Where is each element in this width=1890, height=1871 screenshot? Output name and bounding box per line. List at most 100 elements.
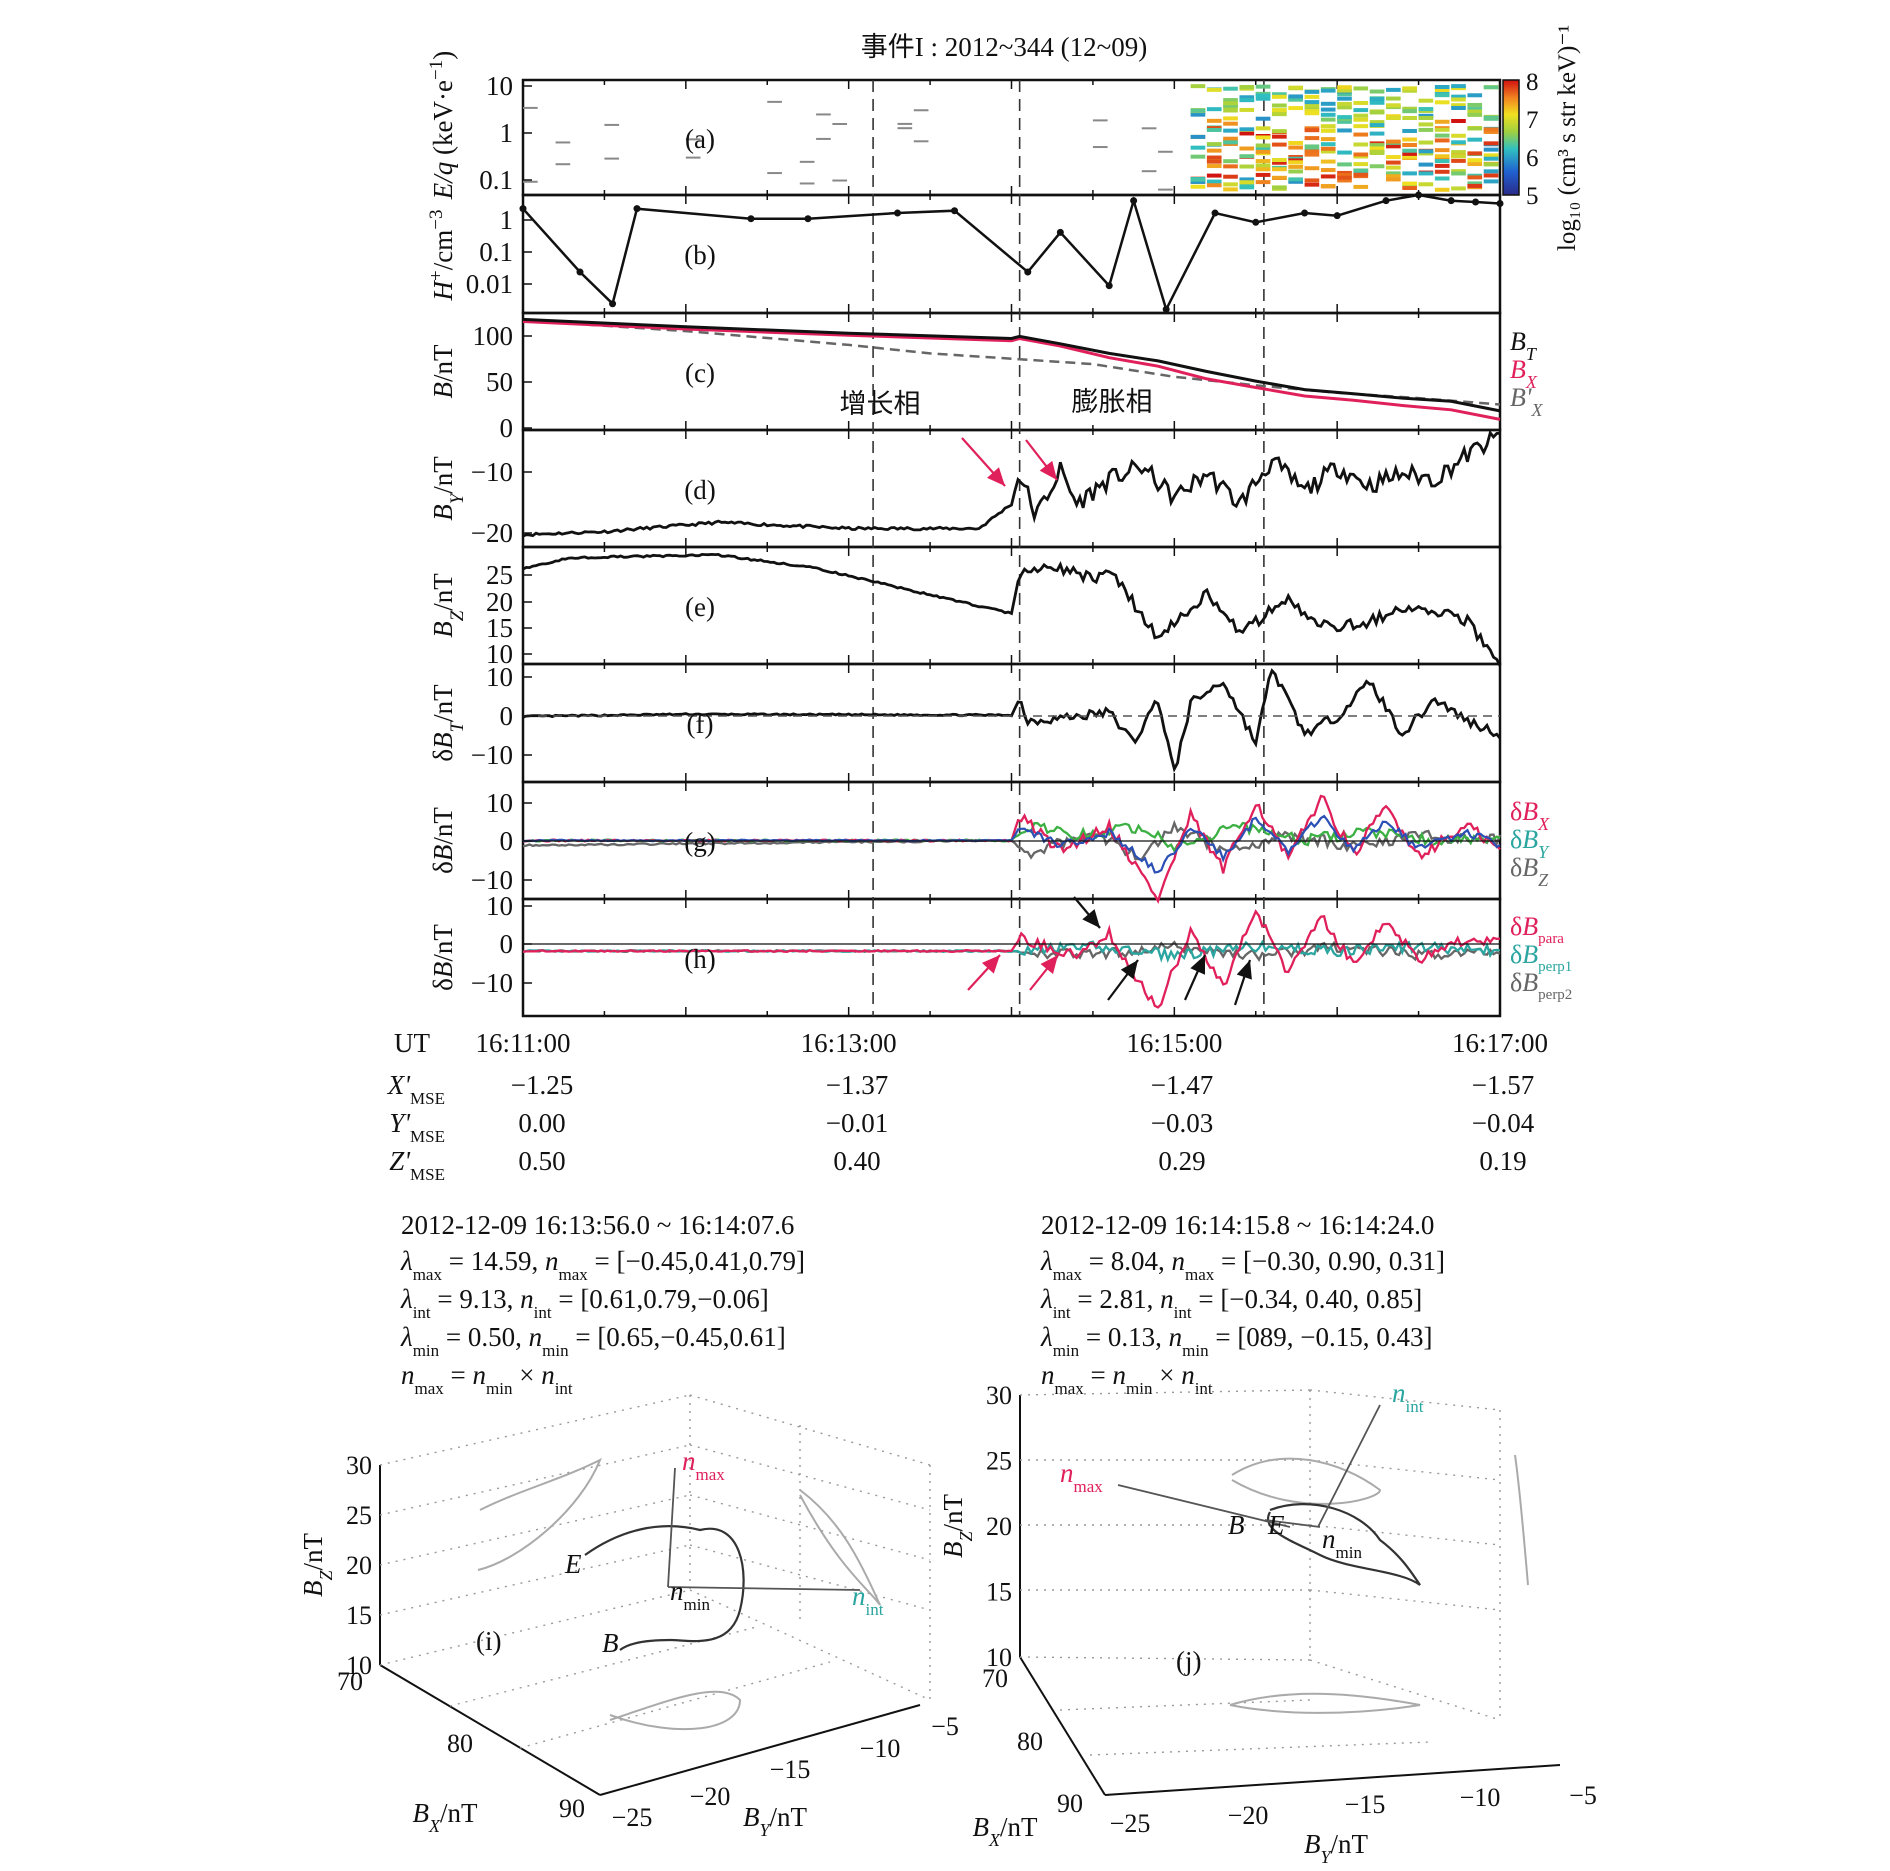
colorbar-label: log₁₀ (cm³ s str keV)⁻¹ (1554, 25, 1581, 251)
point-b-2 (609, 300, 617, 308)
coord-label-1: Y'MSE (389, 1108, 445, 1146)
mva-relation-0: nmax = nmin × nint (401, 1360, 573, 1398)
hodo-1-bz-tick-1: 25 (986, 1447, 1012, 1476)
panel-frames (521, 78, 1502, 1018)
hodo-1-label-E: E (1267, 1510, 1285, 1540)
coord-label-0: X'MSE (387, 1070, 445, 1108)
panel-tag-f: (f) (687, 709, 714, 739)
colorbar-tick-1: 7 (1526, 107, 1539, 134)
panel-tag-a: (a) (685, 124, 715, 154)
hodo-1-label-nmin: nmin (1322, 1524, 1362, 1562)
ytick-g-2: −10 (471, 865, 513, 895)
hodo-0-bz-tick-0: 30 (346, 1451, 372, 1480)
ytick-a-2: 0.1 (479, 165, 513, 195)
ylabel-b: H+/cm−3 (426, 210, 459, 302)
point-b-11 (1130, 197, 1138, 205)
coord-label-2: Z'MSE (389, 1146, 445, 1184)
hodo-0-label-nint: nint (852, 1581, 884, 1619)
hodo-0-bz-tick-2: 20 (346, 1551, 372, 1580)
hodo-1-bx-tick-2: 90 (1057, 1789, 1083, 1818)
point-b-6 (894, 209, 902, 217)
hodo-0-vector-max (667, 1467, 676, 1588)
legend-h-1: δBperp1 (1510, 940, 1572, 975)
ytick-h-0: 10 (486, 891, 513, 921)
point-b-14 (1252, 218, 1260, 226)
hodo-1-bz-label: BZ/nT (938, 1493, 976, 1558)
panel-tag-b: (b) (684, 240, 715, 270)
panel-frame-d (521, 428, 1502, 549)
hodo-1-bx-tick-1: 80 (1017, 1727, 1043, 1756)
series-c-B_X (522, 320, 1501, 421)
panel-frame-f (521, 662, 1502, 784)
coord-value-2-2: 0.29 (1158, 1146, 1205, 1176)
coord-value-1-1: −0.01 (826, 1108, 888, 1138)
hodo-0-bx-tick-0: 70 (337, 1667, 363, 1696)
hodo-1-vector-int (1317, 1404, 1381, 1528)
hodo-1-by-tick-1: −20 (1228, 1801, 1269, 1830)
hodo-1-projection-2 (1229, 1692, 1421, 1714)
series-c-B'_X (522, 319, 1501, 406)
point-b-0 (519, 205, 527, 213)
hodo-1-bx-label: BX/nT (973, 1812, 1039, 1850)
ytick-d-0: −10 (471, 457, 513, 487)
ytick-e-1: 20 (486, 587, 513, 617)
coord-value-1-3: −0.04 (1472, 1108, 1535, 1138)
coord-value-2-1: 0.40 (833, 1146, 880, 1176)
ytick-g-0: 10 (486, 788, 513, 818)
series-b-main (522, 193, 1501, 313)
time-tick-3: 16:17:00 (1452, 1028, 1548, 1058)
ylabel-d: BY/nT (428, 456, 468, 521)
mva-line-0-2: λmin = 0.50, nmin = [0.65,−0.45,0.61] (400, 1322, 786, 1360)
legend-g-2: δBZ (1510, 853, 1549, 890)
hodo-1-label-B: B (1228, 1510, 1245, 1540)
hodo-1-bz-tick-0: 30 (986, 1381, 1012, 1410)
phase-growth-label: 增长相 (840, 389, 921, 419)
time-tick-2: 16:15:00 (1126, 1028, 1222, 1058)
colorbar: 8 7 6 5 log₁₀ (cm³ s str keV)⁻¹ (1502, 25, 1581, 251)
ytick-b-2: 0.01 (466, 269, 513, 299)
hodo-0-bz-label: BZ/nT (298, 1532, 336, 1597)
series-h-δB_para (522, 909, 1501, 1009)
time-tick-1: 16:13:00 (801, 1028, 897, 1058)
panel-tag-d: (d) (684, 475, 715, 505)
mva-blocks: 2012-12-09 16:13:56.0 ~ 16:14:07.6 λmax =… (400, 1210, 1445, 1398)
ytick-h-2: −10 (471, 968, 513, 998)
ytick-c-0: 100 (473, 321, 514, 351)
ylabel-h: δB/nT (428, 924, 458, 991)
ytick-f-1: 0 (500, 701, 514, 731)
ytick-e-0: 25 (486, 560, 513, 590)
hodo-0-by-tick-1: −20 (690, 1782, 731, 1811)
series-f-main (522, 668, 1502, 773)
hodo-1-vector-max (1117, 1484, 1291, 1528)
mva-line-1-1: λint = 2.81, nint = [−0.34, 0.40, 0.85] (1040, 1284, 1422, 1322)
series-e-main (522, 552, 1502, 667)
point-b-5 (804, 215, 812, 223)
hodo-1-by-tick-2: −15 (1345, 1790, 1386, 1819)
hodogram-1: 30 25 20 15 10 BZ/nT 70 80 90 BX/nT −25 −20 −15 −10 −5… (938, 1378, 1597, 1867)
hodo-1-bx-tick-0: 70 (982, 1664, 1008, 1693)
point-b-1 (576, 268, 584, 276)
panel-frame-h (521, 897, 1502, 1018)
hodo-1-bz-tick-3: 15 (986, 1578, 1012, 1607)
legend-c-0: BT (1510, 327, 1538, 364)
panel-tag-g: (g) (684, 827, 715, 857)
series-c-B_T (522, 317, 1501, 413)
ytick-b-1: 0.1 (479, 237, 513, 267)
ytick-b-0: 1 (500, 205, 514, 235)
hodo-0-bz-tick-3: 15 (346, 1601, 372, 1630)
mva-interval-1: 2012-12-09 16:14:15.8 ~ 16:14:24.0 (1041, 1210, 1434, 1240)
hodo-0-tag: (i) (476, 1626, 501, 1656)
mva-line-0-0: λmax = 14.59, nmax = [−0.45,0.41,0.79] (400, 1246, 805, 1284)
point-b-20 (1472, 198, 1480, 206)
point-b-3 (633, 205, 641, 213)
panel-tag-c: (c) (685, 358, 715, 388)
hodo-0-by-tick-4: −5 (931, 1712, 959, 1741)
point-b-12 (1162, 305, 1170, 313)
hodo-1-projection-1 (1514, 1454, 1529, 1586)
coord-value-2-0: 0.50 (518, 1146, 565, 1176)
hodo-1-by-tick-3: −10 (1460, 1783, 1501, 1812)
ytick-e-2: 15 (486, 613, 513, 643)
ylabel-a: E/q (keV·e−1) (426, 51, 459, 200)
